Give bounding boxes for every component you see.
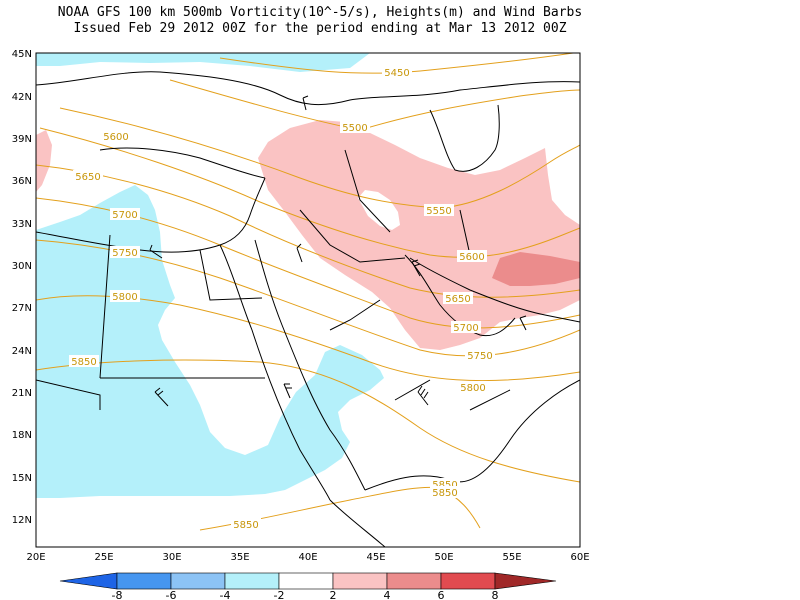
negative-vorticity-area bbox=[36, 53, 370, 72]
x-tick-label: 20E bbox=[26, 552, 45, 563]
wind-barb bbox=[519, 315, 527, 331]
height-contours bbox=[36, 53, 580, 531]
x-tick-label: 35E bbox=[230, 552, 249, 563]
wind-barbs bbox=[149, 95, 527, 407]
wind-barb bbox=[283, 383, 292, 399]
contour-label: 5700 bbox=[112, 210, 137, 221]
x-tick-label: 25E bbox=[94, 552, 113, 563]
vorticity-shading bbox=[36, 53, 580, 498]
contour-label: 5800 bbox=[460, 383, 485, 394]
height-contour-5850 bbox=[36, 359, 580, 483]
contour-label: 5850 bbox=[233, 520, 258, 531]
colorbar-label: 4 bbox=[384, 589, 391, 600]
contour-label: 5600 bbox=[103, 132, 128, 143]
height-contour-5550 bbox=[59, 107, 580, 209]
y-tick-label: 15N bbox=[12, 473, 32, 484]
height-contour-5450 bbox=[219, 53, 577, 74]
wind-barb bbox=[154, 387, 169, 407]
contour-label: 5850 bbox=[71, 357, 96, 368]
colorbar-label: -2 bbox=[274, 589, 285, 600]
contour-labels: 5450 5500 5550 5600 5650 5700 5750 5800 … bbox=[71, 68, 493, 531]
x-tick-label: 60E bbox=[570, 552, 589, 563]
colorbar-segment bbox=[170, 572, 226, 590]
y-tick-label: 33N bbox=[12, 219, 32, 230]
colorbar-segment bbox=[494, 572, 557, 590]
coastline-levant-egypt bbox=[36, 177, 266, 253]
chart-title-line-1: NOAA GFS 100 km 500mb Vorticity(10^-5/s)… bbox=[57, 5, 583, 20]
contour-label: 5500 bbox=[342, 123, 367, 134]
wind-barb bbox=[411, 259, 421, 277]
moderate-positive-vorticity-area bbox=[492, 252, 580, 286]
y-tick-label: 45N bbox=[12, 49, 32, 60]
positive-vorticity-area bbox=[258, 120, 580, 350]
colorbar-label: 8 bbox=[492, 589, 499, 600]
x-tick-label: 30E bbox=[162, 552, 181, 563]
neutral-vorticity-gap bbox=[358, 190, 400, 230]
wind-barb bbox=[149, 244, 163, 259]
colorbar: -8 -6 -4 -2 2 4 6 8 bbox=[59, 572, 557, 600]
contour-label: 5700 bbox=[453, 323, 478, 334]
contour-label: 5800 bbox=[112, 292, 137, 303]
coastline-red-sea-east bbox=[254, 239, 366, 491]
height-contour-5650 bbox=[36, 164, 580, 298]
colorbar-label: 6 bbox=[438, 589, 445, 600]
colorbar-segment bbox=[224, 572, 280, 590]
y-tick-label: 27N bbox=[12, 303, 32, 314]
coastline-africa-horn bbox=[329, 499, 386, 547]
wind-barb bbox=[296, 243, 303, 263]
caspian-coast bbox=[429, 104, 500, 172]
colorbar-label: -8 bbox=[112, 589, 123, 600]
contour-label: 5450 bbox=[384, 68, 409, 79]
x-tick-label: 45E bbox=[366, 552, 385, 563]
chart-title-line-2: Issued Feb 29 2012 00Z for the period en… bbox=[73, 21, 567, 36]
contour-label: 5650 bbox=[75, 172, 100, 183]
colorbar-segment bbox=[116, 572, 172, 590]
contour-label: 5750 bbox=[112, 248, 137, 259]
contour-label: 5550 bbox=[426, 206, 451, 217]
colorbar-label: -6 bbox=[166, 589, 177, 600]
y-tick-label: 24N bbox=[12, 346, 32, 357]
coastline-red-sea-west bbox=[219, 244, 331, 501]
y-tick-label: 39N bbox=[12, 134, 32, 145]
colorbar-segment bbox=[59, 572, 118, 590]
coastline-gulf-north bbox=[409, 257, 580, 323]
wind-barb bbox=[302, 95, 309, 111]
height-contour-5500 bbox=[169, 79, 580, 131]
colorbar-segment bbox=[278, 572, 334, 590]
y-tick-label: 18N bbox=[12, 430, 32, 441]
y-tick-label: 42N bbox=[12, 92, 32, 103]
colorbar-segment bbox=[440, 572, 496, 590]
contour-label: 5750 bbox=[467, 351, 492, 362]
wind-barb bbox=[417, 385, 429, 406]
x-axis-labels: 20E 25E 30E 35E 40E 45E 50E 55E 60E bbox=[26, 552, 589, 563]
coastline-arabia-south bbox=[364, 379, 580, 491]
y-axis-labels: 12N 15N 18N 21N 24N 27N 30N 33N 36N 39N … bbox=[12, 49, 32, 526]
x-tick-label: 55E bbox=[502, 552, 521, 563]
x-tick-label: 40E bbox=[298, 552, 317, 563]
colorbar-label: -4 bbox=[220, 589, 231, 600]
contour-label: 5850 bbox=[432, 488, 457, 499]
positive-vorticity-area bbox=[36, 130, 52, 192]
negative-vorticity-area bbox=[36, 185, 384, 498]
colorbar-segment bbox=[332, 572, 388, 590]
contour-label: 5650 bbox=[445, 294, 470, 305]
y-tick-label: 12N bbox=[12, 515, 32, 526]
contour-label: 5850 bbox=[432, 480, 457, 491]
border-line bbox=[36, 149, 511, 411]
y-tick-label: 30N bbox=[12, 261, 32, 272]
map-frame bbox=[35, 52, 581, 548]
y-tick-label: 36N bbox=[12, 176, 32, 187]
y-tick-label: 21N bbox=[12, 388, 32, 399]
colorbar-segment bbox=[386, 572, 442, 590]
contour-label: 5600 bbox=[459, 252, 484, 263]
height-contour-5600 bbox=[39, 127, 580, 258]
colorbar-label: 2 bbox=[330, 589, 337, 600]
coastlines-and-borders bbox=[36, 71, 580, 547]
x-tick-label: 50E bbox=[434, 552, 453, 563]
coastline-turkey-south bbox=[99, 147, 266, 179]
